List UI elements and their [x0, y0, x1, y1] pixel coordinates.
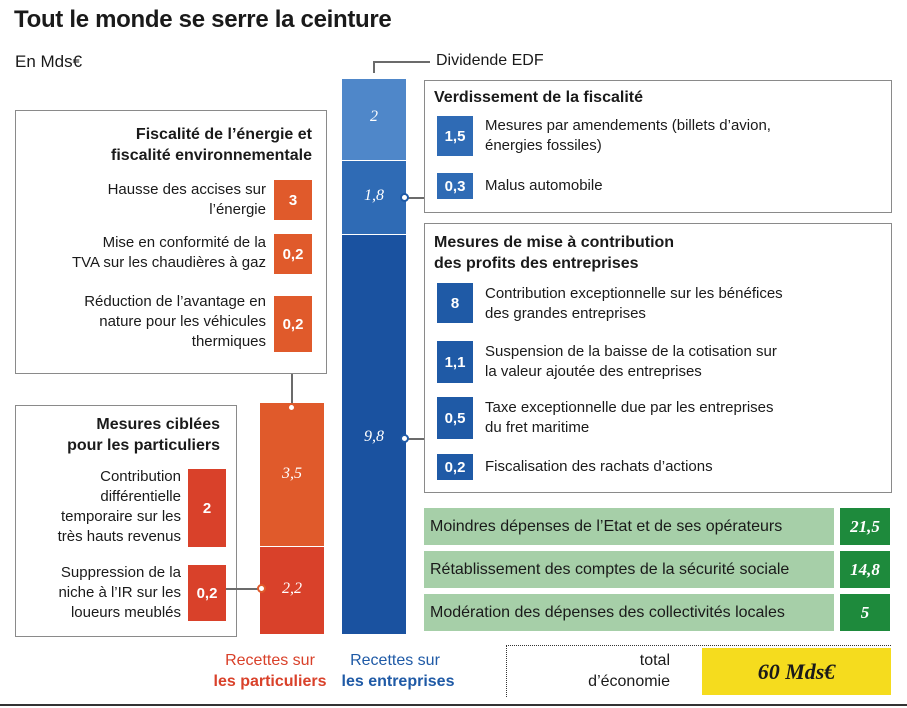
verdissement-connector — [404, 197, 424, 199]
part-item-1-l1: Contribution — [100, 468, 181, 485]
verd-item-2-l1: Malus automobile — [485, 177, 603, 194]
verd-item-1-l2: énergies fossiles) — [485, 137, 602, 154]
bar-entreprises-dividende — [342, 79, 406, 160]
legend-particuliers-2: les particuliers — [213, 673, 327, 690]
bar-entreprises-verdissement — [342, 161, 406, 234]
economie-row-2: Rétablissement des comptes de la sécurit… — [424, 551, 834, 588]
profits-connector — [404, 438, 424, 440]
fisc-item-3-value: 0,2 — [274, 296, 312, 352]
fiscalite-title-1: Fiscalité de l’énergie et — [135, 126, 312, 143]
part-item-2-l2: niche à l’IR sur les — [58, 584, 181, 601]
total-value: 60 Mds€ — [702, 648, 891, 695]
bar-particuliers-top — [260, 403, 324, 546]
part-item-1-l3: temporaire sur les — [60, 508, 181, 525]
prof-item-1-l1: Contribution exceptionnelle sur les béné… — [485, 285, 783, 302]
verd-item-1-l1: Mesures par amendements (billets d’avion… — [485, 117, 771, 134]
fisc-item-3-l1: Réduction de l’avantage en — [84, 293, 266, 310]
particuliers-connector-dot — [257, 584, 266, 593]
part-item-2-value: 0,2 — [188, 565, 226, 621]
bar-entreprises-profits — [342, 235, 406, 634]
fisc-item-3-l3: thermiques — [191, 333, 266, 350]
bar-label-2: 2 — [370, 108, 378, 125]
prof-item-3-l1: Taxe exceptionnelle due par les entrepri… — [485, 399, 774, 416]
legend-particuliers-1: Recettes sur — [225, 652, 315, 669]
fisc-item-2-l2: TVA sur les chaudières à gaz — [72, 254, 266, 271]
profits-connector-dot — [400, 434, 409, 443]
bar-label-2-2: 2,2 — [282, 580, 302, 597]
economie-row-3: Modération des dépenses des collectivité… — [424, 594, 834, 631]
verd-item-2-value: 0,3 — [437, 173, 473, 199]
fisc-item-2-value: 0,2 — [274, 234, 312, 274]
total-box — [506, 645, 891, 697]
part-item-1-value: 2 — [188, 469, 226, 547]
economie-value-3: 5 — [840, 594, 890, 631]
economie-value-2: 14,8 — [840, 551, 890, 588]
economie-row-1: Moindres dépenses de l’Etat et de ses op… — [424, 508, 834, 545]
prof-item-2-l2: la valeur ajoutée des entreprises — [485, 363, 702, 380]
legend-entreprises-2: les entreprises — [341, 673, 455, 690]
part-item-2-l1: Suppression de la — [60, 564, 181, 581]
fisc-item-1-l1: Hausse des accises sur — [107, 181, 266, 198]
part-item-1-l2: différentielle — [100, 488, 181, 505]
prof-item-3-value: 0,5 — [437, 397, 473, 439]
dividende-connector-v — [373, 61, 375, 73]
fiscalite-title-2: fiscalité environnementale — [111, 147, 312, 164]
unit-label: En Mds€ — [15, 52, 83, 71]
dividende-connector — [374, 61, 430, 63]
dividende-label: Dividende EDF — [436, 52, 544, 69]
chart-title: Tout le monde se serre la ceinture — [14, 6, 392, 33]
part-item-2-l3: loueurs meublés — [70, 604, 181, 621]
bar-label-1-8: 1,8 — [364, 187, 384, 204]
prof-item-4-value: 0,2 — [437, 454, 473, 480]
prof-item-1-l2: des grandes entreprises — [485, 305, 646, 322]
bar-label-9-8: 9,8 — [364, 428, 384, 445]
legend-entreprises-1: Recettes sur — [350, 652, 440, 669]
particuliers-connector — [226, 588, 262, 590]
profits-title-2: des profits des entreprises — [434, 255, 639, 272]
economie-value-1: 21,5 — [840, 508, 890, 545]
fiscalite-connector — [291, 374, 293, 405]
verd-item-1-value: 1,5 — [437, 116, 473, 156]
bottom-rule — [0, 704, 907, 706]
prof-item-3-l2: du fret maritime — [485, 419, 590, 436]
fisc-item-1-l2: l’énergie — [209, 201, 266, 218]
prof-item-4-l1: Fiscalisation des rachats d’actions — [485, 458, 713, 475]
verdissement-title: Verdissement de la fiscalité — [434, 89, 643, 106]
fisc-item-2-l1: Mise en conformité de la — [102, 234, 266, 251]
box-verdissement — [424, 80, 892, 213]
total-label-2: d’économie — [588, 673, 670, 690]
fisc-item-1-value: 3 — [274, 180, 312, 220]
box-profits — [424, 223, 892, 493]
prof-item-2-l1: Suspension de la baisse de la cotisation… — [485, 343, 777, 360]
particuliers-title-1: Mesures ciblées — [96, 416, 220, 433]
fisc-item-3-l2: nature pour les véhicules — [99, 313, 266, 330]
prof-item-1-value: 8 — [437, 283, 473, 323]
profits-title-1: Mesures de mise à contribution — [434, 234, 675, 251]
verdissement-connector-dot — [400, 193, 409, 202]
part-item-1-l4: très hauts revenus — [57, 528, 181, 545]
total-label-1: total — [639, 652, 670, 669]
prof-item-2-value: 1,1 — [437, 341, 473, 383]
bar-label-3-5: 3,5 — [282, 465, 302, 482]
bar-particuliers-bottom — [260, 547, 324, 634]
fiscalite-connector-dot — [287, 403, 296, 412]
particuliers-title-2: pour les particuliers — [67, 437, 220, 454]
